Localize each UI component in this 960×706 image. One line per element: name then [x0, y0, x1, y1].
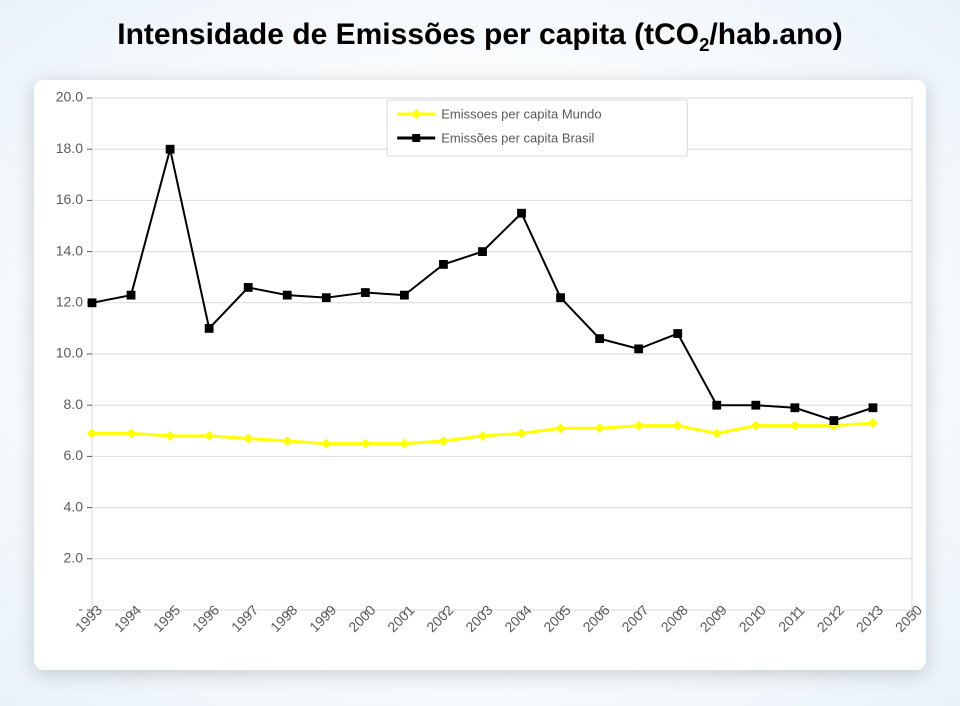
y-tick-label: 16.0: [56, 191, 83, 207]
y-tick-label: 8.0: [64, 396, 84, 412]
y-tick-label: 14.0: [56, 242, 83, 258]
title-subscript: 2: [699, 34, 709, 55]
y-tick-label: 6.0: [64, 447, 84, 463]
y-tick-label: 4.0: [64, 498, 84, 514]
slide-root: Intensidade de Emissões per capita (tCO2…: [0, 0, 960, 706]
legend-label: Emissões per capita Brasil: [441, 130, 594, 145]
page-title: Intensidade de Emissões per capita (tCO2…: [0, 18, 960, 56]
y-tick-label: 12.0: [56, 294, 83, 310]
y-tick-label: 18.0: [56, 140, 83, 156]
title-prefix: Intensidade de Emissões per capita (tCO: [117, 18, 699, 51]
y-tick-label: 20.0: [56, 89, 83, 105]
chart-container: -2.04.06.08.010.012.014.016.018.020.0199…: [34, 80, 926, 670]
line-chart: -2.04.06.08.010.012.014.016.018.020.0199…: [34, 80, 926, 670]
y-tick-label: 2.0: [64, 550, 84, 566]
title-suffix: /hab.ano): [709, 18, 842, 51]
y-tick-label: 10.0: [56, 345, 83, 361]
legend: Emissoes per capita Mundo Emissões per ca…: [387, 100, 687, 156]
legend-label: Emissoes per capita Mundo: [441, 106, 601, 121]
